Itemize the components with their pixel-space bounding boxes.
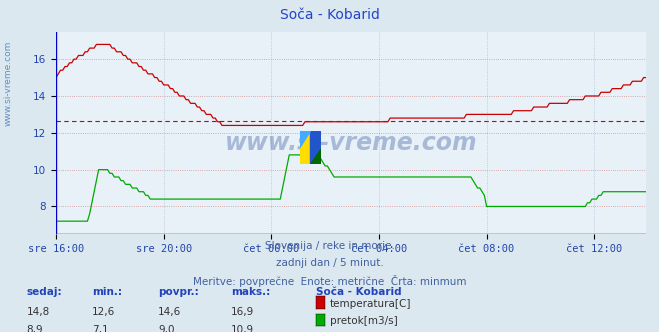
Text: sedaj:: sedaj: — [26, 287, 62, 297]
Text: www.si-vreme.com: www.si-vreme.com — [3, 41, 13, 126]
Text: Meritve: povprečne  Enote: metrične  Črta: minmum: Meritve: povprečne Enote: metrične Črta:… — [192, 275, 467, 287]
Text: zadnji dan / 5 minut.: zadnji dan / 5 minut. — [275, 258, 384, 268]
Bar — [300, 131, 310, 164]
Text: 14,6: 14,6 — [158, 307, 181, 317]
Text: 14,8: 14,8 — [26, 307, 49, 317]
Text: temperatura[C]: temperatura[C] — [330, 299, 412, 309]
Text: 9,0: 9,0 — [158, 325, 175, 332]
Text: 8,9: 8,9 — [26, 325, 43, 332]
Text: 16,9: 16,9 — [231, 307, 254, 317]
Text: 10,9: 10,9 — [231, 325, 254, 332]
Text: 12,6: 12,6 — [92, 307, 115, 317]
Polygon shape — [310, 148, 321, 164]
Text: pretok[m3/s]: pretok[m3/s] — [330, 316, 398, 326]
Text: 7,1: 7,1 — [92, 325, 109, 332]
Text: Soča - Kobarid: Soča - Kobarid — [279, 8, 380, 22]
Text: Soča - Kobarid: Soča - Kobarid — [316, 287, 402, 297]
Text: povpr.:: povpr.: — [158, 287, 199, 297]
Text: maks.:: maks.: — [231, 287, 270, 297]
Text: www.si-vreme.com: www.si-vreme.com — [225, 131, 477, 155]
Bar — [310, 131, 321, 164]
Text: min.:: min.: — [92, 287, 123, 297]
Polygon shape — [300, 131, 310, 148]
Text: Slovenija / reke in morje.: Slovenija / reke in morje. — [264, 241, 395, 251]
